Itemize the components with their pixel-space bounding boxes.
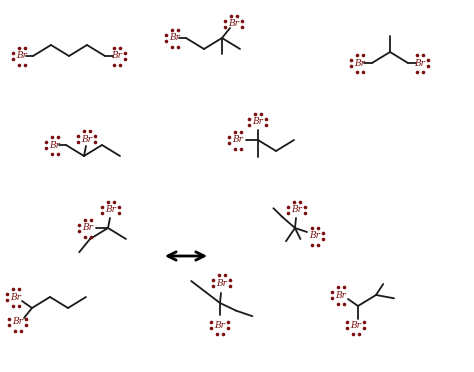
Text: Br: Br — [310, 231, 320, 241]
Text: Br: Br — [292, 205, 302, 215]
Text: Br: Br — [13, 317, 23, 327]
Text: Br: Br — [336, 291, 346, 299]
Text: Br: Br — [217, 279, 228, 288]
Text: Br: Br — [233, 135, 244, 144]
Text: Br: Br — [253, 118, 264, 126]
Text: Br: Br — [355, 58, 365, 67]
Text: Br: Br — [215, 321, 226, 330]
Text: Br: Br — [170, 33, 181, 42]
Text: Br: Br — [106, 205, 117, 215]
Text: Br: Br — [50, 141, 61, 150]
Text: Br: Br — [82, 224, 93, 232]
Text: Br: Br — [351, 321, 362, 330]
Text: Br: Br — [17, 51, 27, 61]
Text: Br: Br — [82, 135, 92, 144]
Text: Br: Br — [10, 292, 21, 301]
Text: Br: Br — [111, 51, 122, 61]
Text: Br: Br — [415, 58, 426, 67]
Text: Br: Br — [228, 19, 239, 29]
